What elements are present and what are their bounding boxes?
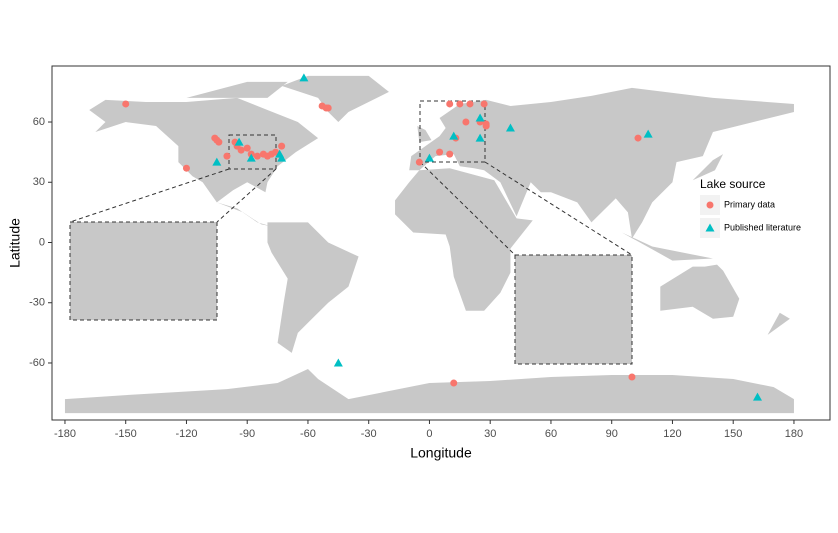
point <box>480 100 488 108</box>
point <box>436 148 444 156</box>
x-tick-label: -30 <box>361 428 377 440</box>
point <box>182 164 190 172</box>
point <box>277 153 287 162</box>
land <box>64 75 794 414</box>
point <box>415 158 423 166</box>
x-tick-label: 150 <box>724 428 742 440</box>
landmass <box>395 168 533 311</box>
x-tick-label: 30 <box>484 428 496 440</box>
point <box>278 142 286 150</box>
y-tick-label: 60 <box>33 116 45 128</box>
point <box>456 100 464 108</box>
landmass <box>267 222 359 353</box>
landmass <box>621 232 713 261</box>
y-tick-label: -30 <box>29 297 45 309</box>
legend-symbol <box>706 201 714 209</box>
inset-map <box>69 221 218 321</box>
legend-label: Published literature <box>724 222 801 232</box>
point <box>324 104 332 112</box>
x-tick-label: -180 <box>54 428 76 440</box>
point <box>122 100 130 108</box>
point <box>482 122 490 130</box>
x-tick-label: -150 <box>115 428 137 440</box>
point <box>634 134 642 142</box>
point <box>246 153 256 162</box>
y-tick-label: 30 <box>33 176 45 188</box>
point <box>628 373 636 381</box>
landmass <box>692 154 724 181</box>
x-tick-label: 0 <box>426 428 432 440</box>
x-tick-label: 90 <box>606 428 618 440</box>
connector <box>216 168 277 223</box>
legend-title: Lake source <box>700 177 766 191</box>
x-tick-label: -120 <box>175 428 197 440</box>
point <box>449 131 459 140</box>
point <box>466 100 474 108</box>
y-axis-title: Latitude <box>7 218 23 268</box>
legend-label: Primary data <box>724 199 775 209</box>
legend-symbol <box>705 223 715 232</box>
point <box>505 123 515 132</box>
point <box>215 138 223 146</box>
x-axis-title: Longitude <box>410 445 472 461</box>
landmass <box>767 312 790 335</box>
point <box>333 358 343 367</box>
x-tick-label: 180 <box>785 428 803 440</box>
point <box>450 379 458 387</box>
inset-map <box>514 254 633 365</box>
landmass <box>409 87 794 239</box>
point <box>446 100 454 108</box>
landmass <box>89 97 319 227</box>
point <box>643 129 653 138</box>
x-tick-label: 120 <box>663 428 681 440</box>
point <box>446 150 454 158</box>
point <box>223 152 231 160</box>
point <box>475 113 485 122</box>
x-tick-label: -90 <box>239 428 255 440</box>
point <box>475 133 485 142</box>
point <box>424 153 434 162</box>
point <box>753 392 763 401</box>
x-tick-label: 60 <box>545 428 557 440</box>
point <box>234 137 244 146</box>
point <box>212 157 222 166</box>
landmass <box>417 126 432 143</box>
x-tick-label: -60 <box>300 428 316 440</box>
y-tick-label: -60 <box>29 357 45 369</box>
point <box>299 73 309 82</box>
landmass <box>186 81 288 98</box>
y-tick-label: 0 <box>39 236 45 248</box>
point <box>462 118 470 126</box>
panel-border <box>51 65 831 421</box>
connector <box>484 161 633 256</box>
landmass <box>281 75 389 123</box>
connector <box>419 161 516 256</box>
landmass <box>64 368 794 414</box>
point <box>253 152 261 160</box>
insets <box>69 100 633 365</box>
point <box>237 146 245 154</box>
landmass <box>660 264 740 319</box>
point <box>243 144 251 152</box>
